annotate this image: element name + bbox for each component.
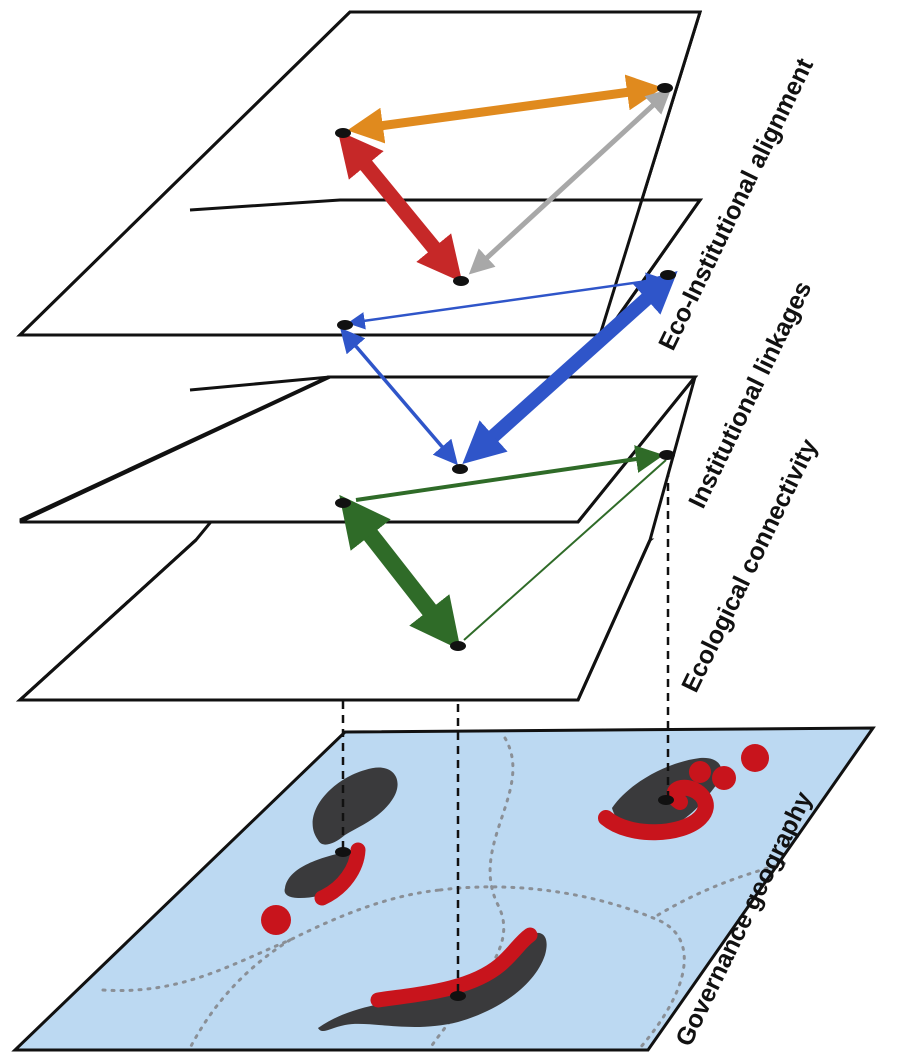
institutional-arrow-left — [340, 327, 458, 466]
node — [450, 991, 466, 1001]
alignment-arrow-left — [337, 130, 463, 283]
node — [450, 641, 466, 651]
node — [657, 83, 673, 93]
node — [659, 450, 675, 460]
jurisdiction-boundary — [188, 938, 292, 1050]
alignment-arrow-right — [468, 88, 672, 275]
node — [658, 795, 674, 805]
node — [660, 270, 676, 280]
node — [335, 498, 351, 508]
node — [335, 128, 351, 138]
ecological-arrow-right — [463, 459, 667, 641]
jurisdiction-boundary — [656, 860, 792, 917]
layer-plane-alignment — [16, 10, 703, 337]
habitat-patch-red — [261, 905, 291, 935]
habitat-patch — [284, 851, 362, 898]
network-nodes — [335, 83, 676, 1001]
ecological-arrow-top — [355, 445, 664, 502]
habitat-patch-red — [712, 766, 736, 790]
habitat-patch-red — [741, 744, 769, 772]
node — [335, 847, 351, 857]
habitat-patch — [312, 767, 398, 845]
jurisdiction-boundary — [438, 885, 686, 1050]
layer-edge-ecological-front — [16, 538, 652, 702]
node — [453, 276, 469, 286]
habitat-patch-red — [370, 927, 538, 1008]
node — [452, 464, 468, 474]
institutional-arrow-right — [462, 270, 678, 465]
governance-geography-layer — [11, 726, 876, 1052]
ecological-arrow-left — [339, 494, 461, 651]
habitat-patch-red — [689, 761, 711, 783]
habitat-patch-red — [314, 842, 366, 906]
habitat-patch-red — [598, 779, 714, 841]
node — [337, 320, 353, 330]
